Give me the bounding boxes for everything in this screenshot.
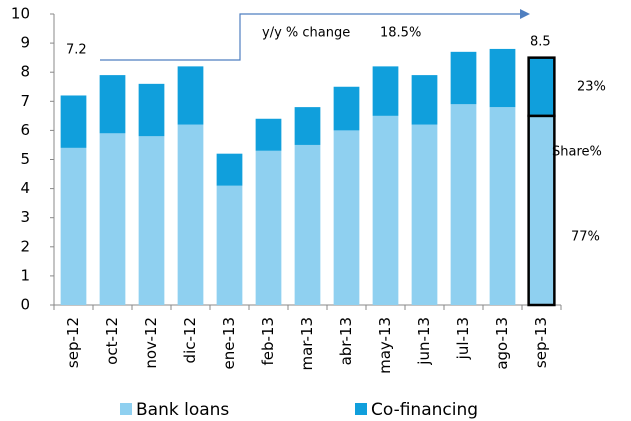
bar-segment [216, 185, 243, 305]
legend-label: Co-financing [371, 400, 478, 420]
y-tick-label: 10 [11, 5, 30, 23]
bar-segment [333, 130, 360, 305]
annotation: 77% [571, 230, 600, 245]
x-tick-label: may-13 [376, 317, 394, 374]
legend-label: Bank loans [136, 400, 229, 420]
bar-segment [255, 150, 282, 305]
annotation: 23% [577, 80, 606, 95]
bar-segment [60, 147, 87, 305]
bar-segment [99, 133, 126, 305]
y-tick-label: 6 [20, 121, 30, 139]
x-tick-label: jun-13 [415, 317, 433, 366]
bar-segment [411, 124, 438, 305]
x-tick-label: ago-13 [493, 317, 511, 370]
bar-segment [489, 48, 516, 108]
bar-segment [138, 83, 165, 137]
y-tick-label: 3 [20, 208, 30, 226]
x-tick-label: abr-13 [337, 317, 355, 365]
bar-segment [177, 124, 204, 305]
bar-segment [450, 104, 477, 306]
legend-swatch [120, 403, 132, 415]
y-tick-label: 1 [20, 266, 30, 284]
annotation: y/y % change [262, 26, 350, 41]
y-tick-label: 5 [20, 150, 30, 168]
annotation: 8.5 [530, 35, 551, 50]
bar-segment [138, 136, 165, 305]
bar-segment [372, 66, 399, 116]
bar-segment [411, 75, 438, 125]
y-tick-label: 0 [20, 296, 30, 314]
bar-segment [527, 56, 556, 118]
x-tick-label: mar-13 [298, 317, 316, 371]
x-tick-label: nov-12 [142, 317, 160, 369]
y-tick-label: 7 [20, 92, 30, 110]
annotation: 18.5% [380, 26, 421, 41]
x-tick-label: feb-13 [259, 317, 277, 366]
bar-segment [294, 107, 321, 145]
x-tick-label: oct-12 [103, 317, 121, 365]
x-tick-label: dic-12 [181, 317, 199, 363]
bar-segment [372, 115, 399, 305]
bar-segment [333, 86, 360, 131]
legend-swatch [355, 403, 367, 415]
growth-connector [100, 13, 520, 61]
x-tick-label: sep-13 [532, 317, 550, 368]
bar-segment [177, 66, 204, 125]
bar-segment [216, 153, 243, 186]
bar-segment [60, 95, 87, 148]
bar-segment [255, 118, 282, 151]
annotation: 7.2 [66, 43, 87, 58]
bar-segment [99, 75, 126, 134]
bar-segment [527, 114, 556, 307]
x-tick-label: sep-12 [64, 317, 82, 368]
bar-segment [294, 144, 321, 305]
x-tick-label: ene-13 [220, 317, 238, 369]
bar-segment [489, 107, 516, 306]
y-tick-label: 9 [20, 34, 30, 52]
bar-segment [450, 51, 477, 105]
y-tick-label: 2 [20, 237, 30, 255]
y-tick-label: 4 [20, 179, 30, 197]
arrow-head [520, 9, 530, 19]
annotation: Share% [552, 145, 602, 160]
y-tick-label: 8 [20, 63, 30, 81]
x-tick-label: jul-13 [454, 317, 472, 360]
